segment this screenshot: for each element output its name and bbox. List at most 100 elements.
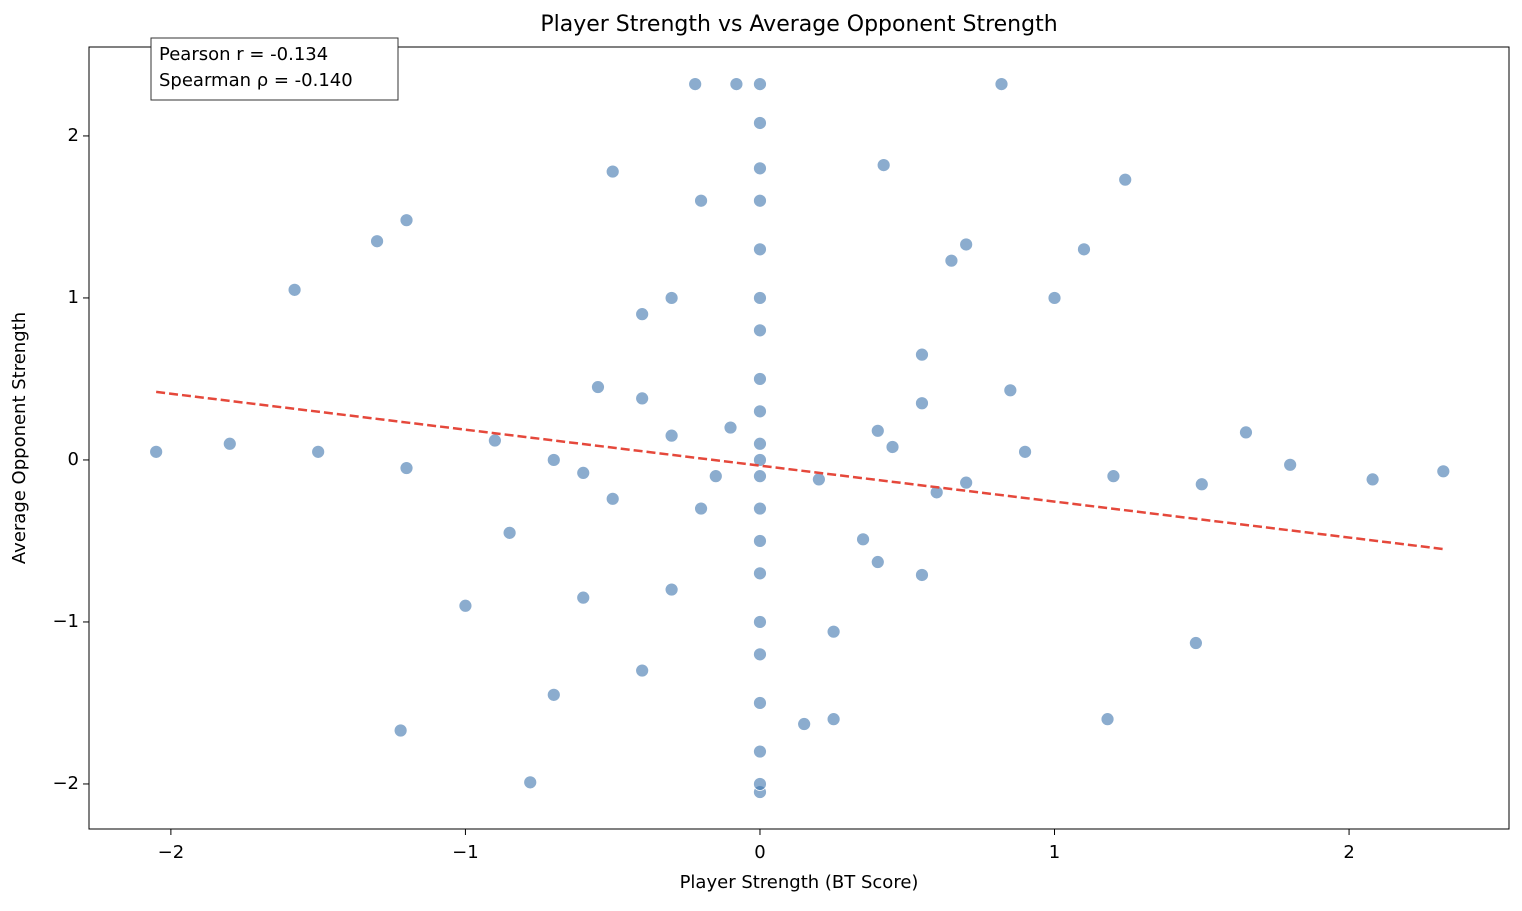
scatter-point [870,423,885,438]
scatter-point [502,525,517,540]
scatter-point [994,77,1009,91]
scatter-point [1077,242,1091,257]
annotation: Spearman ρ = -0.140 [159,70,353,91]
scatter-point [753,436,767,451]
scatter-point [1106,469,1121,484]
scatter-point [1100,712,1115,727]
scatter-point [487,433,502,448]
scatter-point [664,428,679,443]
scatter-point [1188,636,1203,650]
x-tick-label: 1 [1049,842,1060,863]
scatter-point [222,436,237,451]
scatter-point [753,242,767,257]
scatter-point [635,663,650,678]
scatter-point [605,491,620,506]
scatter-point [694,501,708,516]
scatter-point [1436,464,1451,479]
scatter-point [399,461,414,475]
scatter-point [694,193,708,208]
scatter-point [729,77,744,91]
scatter-point [753,116,767,130]
scatter-point [753,372,767,386]
x-axis-label: Player Strength (BT Score) [680,872,919,893]
x-tick-label: −1 [452,842,479,863]
scatter-point [688,77,703,91]
y-tick-label: 1 [68,287,79,308]
scatter-point [826,624,841,639]
scatter-point [1118,172,1133,187]
scatter-point [546,687,561,702]
scatter-point [856,532,870,547]
scatter-point [664,582,679,597]
x-tick-label: 0 [754,842,765,863]
scatter-point [753,453,767,467]
scatter-point [708,469,723,484]
scatter-point [811,472,826,487]
scatter-point [605,164,620,179]
scatter-point [915,568,929,582]
trend-line [156,390,1444,551]
scatter-point [1194,477,1209,492]
scatter-point [1239,425,1253,440]
scatter-point [149,444,164,459]
scatter-point [753,469,767,484]
scatter-point [370,234,384,249]
scatter-point [753,777,767,791]
y-tick-label: 2 [68,125,79,146]
scatter-point [591,380,605,394]
x-tick-label: 2 [1343,842,1354,863]
scatter-point [915,396,929,411]
scatter-point [635,391,650,406]
scatter-point [753,291,767,305]
scatter-point [1003,383,1018,398]
scatter-point [753,615,767,629]
annotation-box [150,37,399,101]
chart-title: Player Strength vs Average Opponent Stre… [540,12,1057,37]
scatter-point [723,420,738,435]
scatter-point [753,566,767,581]
scatter-point [1018,444,1032,459]
scatter-point [959,475,974,490]
scatter-point [753,647,767,662]
x-tick-label: −2 [158,842,185,863]
scatter-point [753,696,767,710]
scatter-point [311,444,326,459]
scatter-point [393,723,408,738]
y-axis-label: Average Opponent Strength [9,312,30,564]
annotation: Pearson r = -0.134 [159,44,328,65]
scatter-point [576,590,591,605]
scatter-point [885,440,900,454]
scatter-point [753,193,767,208]
scatter-point [753,77,767,91]
scatter-point [753,404,767,419]
scatter-point [870,555,885,569]
scatter-point [1047,291,1062,305]
scatter-point [915,347,929,362]
scatter-point [929,485,944,500]
y-tick-label: −2 [52,773,79,794]
scatter-point [753,534,767,548]
scatter-point [753,501,767,516]
scatter-point [1365,472,1380,487]
scatter-point [876,158,891,173]
scatter-point [753,161,767,176]
scatter-point [959,237,974,252]
scatter-point [287,282,302,297]
scatter-point [399,213,414,228]
scatter-point [944,253,959,268]
scatter-point [546,453,561,467]
scatter-point [1283,457,1298,472]
scatter-point [458,598,473,613]
scatter-point [576,466,591,480]
plot-frame [88,46,1510,830]
y-tick-label: −1 [52,611,79,632]
y-tick-label: 0 [68,449,79,470]
scatter-point [664,291,679,305]
scatter-point [826,712,841,727]
scatter-point [635,307,650,322]
scatter-point [753,744,767,759]
scatter-point [523,775,538,790]
scatter-point [753,323,767,338]
scatter-point [797,717,812,731]
